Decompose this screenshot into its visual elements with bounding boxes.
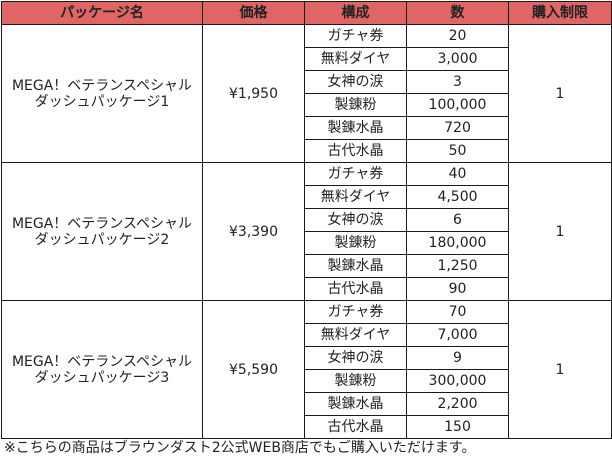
item-name: 女神の涙 bbox=[304, 70, 407, 94]
package-price: ¥3,390 bbox=[202, 162, 305, 301]
item-qty: 7,000 bbox=[406, 323, 509, 347]
item-qty: 150 bbox=[406, 415, 509, 439]
item-name: 古代水晶 bbox=[304, 277, 407, 301]
item-qty: 3 bbox=[406, 70, 509, 94]
item-qty: 720 bbox=[406, 116, 509, 140]
table-row: 製錬水晶 2,200 bbox=[2, 392, 612, 416]
table-row: 製錬粉 180,000 bbox=[2, 231, 612, 255]
item-qty: 50 bbox=[406, 139, 509, 163]
item-qty: 90 bbox=[406, 277, 509, 301]
item-name: 無料ダイヤ bbox=[304, 47, 407, 71]
header-contents: 構成 bbox=[304, 1, 407, 25]
item-name: 製錬水晶 bbox=[304, 116, 407, 140]
table-row: 古代水晶 50 bbox=[2, 139, 612, 163]
item-qty: 40 bbox=[406, 162, 509, 186]
item-qty: 70 bbox=[406, 300, 509, 324]
table-row: 古代水晶 150 bbox=[2, 415, 612, 439]
header-quantity: 数 bbox=[406, 1, 509, 25]
item-name: 女神の涙 bbox=[304, 346, 407, 370]
package-price: ¥5,590 bbox=[202, 300, 305, 439]
item-name: ガチャ券 bbox=[304, 162, 407, 186]
package-name: MEGA！ベテランスペシャル ダッシュパッケージ2 bbox=[1, 162, 203, 301]
item-qty: 100,000 bbox=[406, 93, 509, 117]
item-name: 無料ダイヤ bbox=[304, 185, 407, 209]
table-row: MEGA！ベテランスペシャル ダッシュパッケージ1 ¥1,950 ガチャ券 20 … bbox=[1, 24, 612, 163]
header-row: パッケージ名 価格 構成 数 購入制限 bbox=[1, 1, 612, 25]
header-package-name: パッケージ名 bbox=[1, 1, 203, 25]
package-table: パッケージ名 価格 構成 数 購入制限 MEGA！ベテランスペシャル ダッシュパッ… bbox=[1, 1, 612, 439]
item-qty: 20 bbox=[406, 24, 509, 48]
table-row: 無料ダイヤ 7,000 bbox=[2, 323, 612, 347]
table-row: MEGA！ベテランスペシャル ダッシュパッケージ3 ¥5,590 ガチャ券 70 … bbox=[1, 300, 612, 439]
item-name: 製錬粉 bbox=[304, 369, 407, 393]
package-name: MEGA！ベテランスペシャル ダッシュパッケージ3 bbox=[1, 300, 203, 439]
item-name: 製錬水晶 bbox=[304, 392, 407, 416]
item-name: 製錬粉 bbox=[304, 231, 407, 255]
header-price: 価格 bbox=[202, 1, 305, 25]
table-row: 無料ダイヤ 3,000 bbox=[2, 47, 612, 71]
item-qty: 6 bbox=[406, 208, 509, 232]
item-name: 女神の涙 bbox=[304, 208, 407, 232]
header-purchase-limit: 購入制限 bbox=[508, 1, 612, 25]
item-qty: 2,200 bbox=[406, 392, 509, 416]
item-qty: 180,000 bbox=[406, 231, 509, 255]
item-name: 無料ダイヤ bbox=[304, 323, 407, 347]
item-name: ガチャ券 bbox=[304, 300, 407, 324]
item-name: 古代水晶 bbox=[304, 415, 407, 439]
item-qty: 9 bbox=[406, 346, 509, 370]
table-row: 無料ダイヤ 4,500 bbox=[2, 185, 612, 209]
item-name: ガチャ券 bbox=[304, 24, 407, 48]
item-qty: 300,000 bbox=[406, 369, 509, 393]
item-qty: 4,500 bbox=[406, 185, 509, 209]
table-row: 女神の涙 6 bbox=[2, 208, 612, 232]
item-name: 古代水晶 bbox=[304, 139, 407, 163]
item-name: 製錬粉 bbox=[304, 93, 407, 117]
item-qty: 1,250 bbox=[406, 254, 509, 278]
package-price: ¥1,950 bbox=[202, 24, 305, 163]
package-name: MEGA！ベテランスペシャル ダッシュパッケージ1 bbox=[1, 24, 203, 163]
table-row: 製錬水晶 720 bbox=[2, 116, 612, 140]
table-row: 製錬粉 100,000 bbox=[2, 93, 612, 117]
purchase-limit: 1 bbox=[508, 162, 612, 301]
table-row: 女神の涙 9 bbox=[2, 346, 612, 370]
item-qty: 3,000 bbox=[406, 47, 509, 71]
item-name: 製錬水晶 bbox=[304, 254, 407, 278]
purchase-limit: 1 bbox=[508, 24, 612, 163]
table-row: 古代水晶 90 bbox=[2, 277, 612, 301]
purchase-limit: 1 bbox=[508, 300, 612, 439]
footnote: ※こちらの商品はブラウンダスト2公式WEB商店でもご購入いただけます。 bbox=[4, 440, 476, 456]
table-row: MEGA！ベテランスペシャル ダッシュパッケージ2 ¥3,390 ガチャ券 40 … bbox=[1, 162, 612, 301]
table-row: 製錬水晶 1,250 bbox=[2, 254, 612, 278]
